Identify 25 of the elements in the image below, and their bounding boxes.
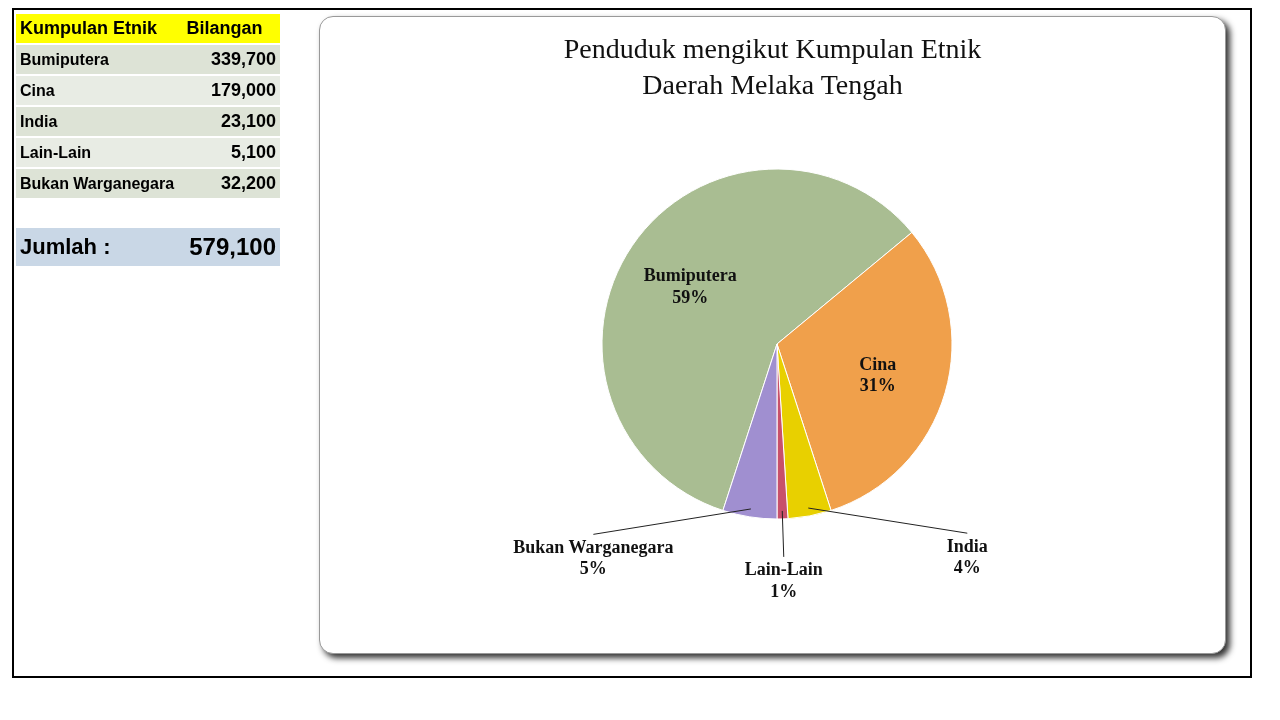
text: 32,200 <box>182 168 280 199</box>
chart-title: Penduduk mengikut Kumpulan Etnik Daerah Melaka Tengah <box>562 32 983 102</box>
data-label: 4% <box>953 557 981 578</box>
slice-label: Cina <box>859 353 897 374</box>
data-label: 59% <box>672 286 709 307</box>
slice-label: Lain-Lain <box>744 559 823 580</box>
data-label: 1% <box>770 580 798 601</box>
category-label: Cina <box>20 81 55 99</box>
category-label: Lain-Lain <box>20 143 92 161</box>
slice-label: India <box>946 535 988 556</box>
text: 23,100 <box>182 106 280 137</box>
slice-label: Bumiputera <box>643 265 737 286</box>
text: Kumpulan Etnik <box>16 14 183 44</box>
category-label: India <box>20 112 58 130</box>
text: Bilangan <box>182 14 280 44</box>
slice-label: Bukan Warganegara <box>513 536 674 557</box>
data-label: 31% <box>859 375 896 396</box>
text: 179,000 <box>182 75 280 106</box>
category-label: Bumiputera <box>20 50 109 68</box>
text: 339,700 <box>182 44 280 75</box>
data-label: 5% <box>579 558 607 579</box>
text: 579,100 <box>182 228 280 267</box>
text: Jumlah : <box>16 228 183 267</box>
category-label: Bukan Warganegara <box>20 174 175 192</box>
text: 5,100 <box>182 137 280 168</box>
